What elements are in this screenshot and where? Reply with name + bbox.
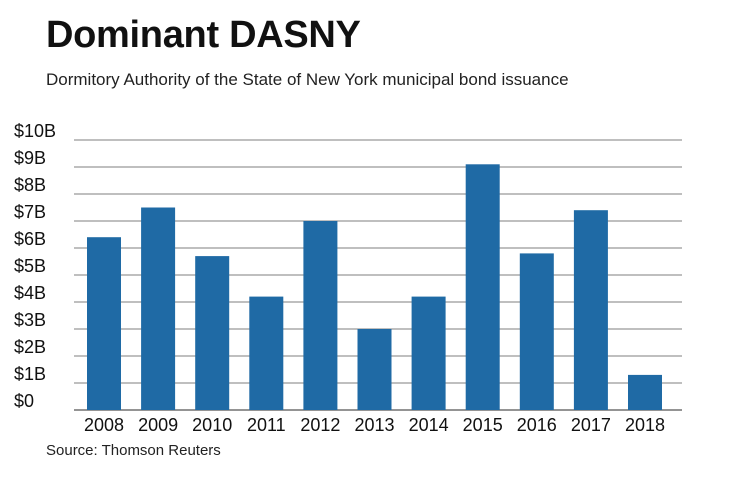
x-axis-ticks: 2008 2009 2010 2011 2012 2013 2014 2015 2016 2017… (84, 415, 665, 435)
y-tick-label: $1B (14, 364, 46, 384)
bar-2014 (411, 296, 446, 410)
x-tick-label: 2015 (463, 415, 503, 435)
x-tick-label: 2016 (517, 415, 557, 435)
bar-2012 (303, 221, 338, 410)
bars (87, 164, 662, 410)
y-tick-label: $3B (14, 310, 46, 330)
bar-2008 (87, 237, 121, 410)
bar-2009 (141, 207, 176, 410)
y-tick-label: $9B (14, 148, 46, 168)
y-tick-label: $4B (14, 283, 46, 303)
bar-2010 (195, 256, 230, 410)
y-tick-label: $10B (14, 121, 56, 141)
x-tick-label: 2009 (138, 415, 178, 435)
bar-2016 (519, 253, 554, 410)
source-note: Source: Thomson Reuters (46, 442, 221, 459)
y-tick-label: $6B (14, 229, 46, 249)
y-tick-label: $7B (14, 202, 46, 222)
y-tick-label: $2B (14, 337, 46, 357)
y-tick-label: $8B (14, 175, 46, 195)
chart-title: Dominant DASNY (46, 14, 361, 56)
x-tick-label: 2018 (625, 415, 665, 435)
y-tick-label: $0 (14, 391, 34, 411)
bar-2011 (249, 296, 284, 410)
y-axis-ticks: $0 $1B $2B $3B $4B $5B $6B $7B $8B $9B $10B (14, 121, 56, 411)
x-tick-label: 2008 (84, 415, 124, 435)
bar-2015 (465, 164, 500, 410)
bar-2017 (573, 210, 608, 410)
bar-2018 (628, 374, 662, 410)
chart-subtitle: Dormitory Authority of the State of New … (46, 70, 569, 89)
x-tick-label: 2011 (247, 415, 286, 435)
x-tick-label: 2017 (571, 415, 611, 435)
bar-2013 (357, 329, 392, 410)
x-tick-label: 2010 (192, 415, 232, 435)
x-tick-label: 2014 (409, 415, 449, 435)
x-tick-label: 2013 (354, 415, 394, 435)
y-tick-label: $5B (14, 256, 46, 276)
x-tick-label: 2012 (300, 415, 340, 435)
